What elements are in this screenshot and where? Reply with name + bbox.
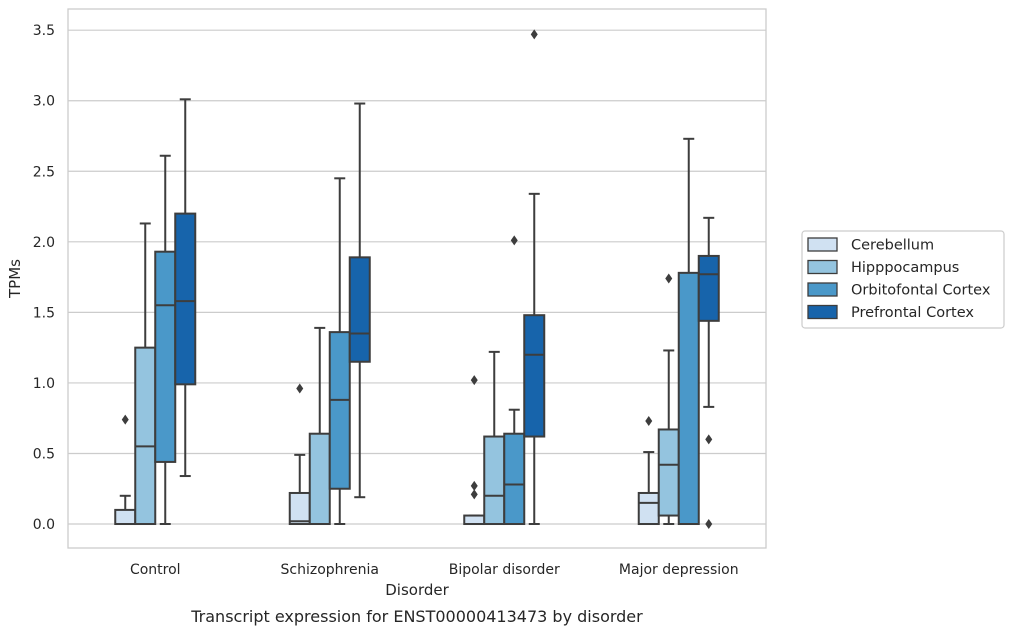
box-iqr xyxy=(288,491,311,526)
box-iqr xyxy=(308,432,331,526)
box-orbitofontal-cortex xyxy=(677,137,700,526)
y-tick-label: 1.5 xyxy=(33,305,55,321)
y-axis-ticks: 0.0 0.5 1.0 1.5 2.0 2.5 3.0 3.5 xyxy=(33,23,55,533)
box-hipppocampus xyxy=(308,326,331,526)
outlier-point xyxy=(705,434,713,445)
legend-swatch xyxy=(807,237,838,252)
box-iqr xyxy=(348,256,371,363)
box-orbitofontal-cortex xyxy=(503,235,526,526)
box-iqr xyxy=(523,314,546,438)
box-iqr xyxy=(483,435,506,526)
box-orbitofontal-cortex xyxy=(328,177,351,526)
y-tick-label: 0.5 xyxy=(33,446,55,462)
box-iqr xyxy=(657,428,680,517)
legend-swatch xyxy=(807,259,838,275)
outlier-point xyxy=(530,29,538,40)
legend-label: Orbitofontal Cortex xyxy=(851,283,991,299)
plot-area-frame xyxy=(67,8,767,549)
box-cerebellum xyxy=(288,383,311,526)
y-tick-label: 3.0 xyxy=(33,94,55,110)
outlier-point xyxy=(470,489,478,500)
y-tick-label: 3.5 xyxy=(33,23,55,39)
box-iqr xyxy=(697,254,720,322)
y-axis-title: TPMs xyxy=(6,259,24,299)
legend: Cerebellum Hipppocampus Orbitofontal Corte… xyxy=(801,230,1005,329)
outlier-point xyxy=(705,519,713,530)
y-tick-label: 1.0 xyxy=(33,376,55,392)
chart-caption: Transcript expression for ENST0000041347… xyxy=(190,607,643,626)
legend-swatch xyxy=(807,282,838,297)
outlier-point xyxy=(470,375,478,386)
box-iqr xyxy=(134,346,157,526)
box-cerebellum xyxy=(463,375,486,526)
box-cerebellum xyxy=(637,416,660,526)
box-prefrontal-cortex xyxy=(523,29,546,526)
box-iqr xyxy=(328,331,351,490)
boxes-group xyxy=(114,29,720,530)
box-iqr xyxy=(503,432,526,526)
x-tick-label: Schizophrenia xyxy=(281,562,379,578)
box-cerebellum xyxy=(114,414,137,526)
x-tick-label: Control xyxy=(130,562,181,578)
box-hipppocampus xyxy=(657,273,680,526)
box-prefrontal-cortex xyxy=(348,102,371,499)
y-tick-label: 2.0 xyxy=(33,235,55,251)
legend-label: Prefrontal Cortex xyxy=(851,305,974,321)
box-orbitofontal-cortex xyxy=(154,154,177,526)
legend-swatch xyxy=(807,304,838,320)
legend-frame xyxy=(801,230,1005,329)
box-iqr xyxy=(463,514,486,526)
outlier-point xyxy=(296,383,304,394)
box-iqr xyxy=(174,212,197,386)
outlier-point xyxy=(121,414,129,425)
box-iqr xyxy=(677,271,700,526)
x-axis-ticks: Control Schizophrenia Bipolar disorder Majo… xyxy=(130,562,739,578)
x-tick-label: Bipolar disorder xyxy=(449,562,560,578)
outlier-point xyxy=(510,235,518,246)
outlier-point xyxy=(665,273,673,284)
outlier-point xyxy=(470,480,478,491)
x-tick-label: Major depression xyxy=(619,562,739,578)
legend-label: Cerebellum xyxy=(851,238,934,254)
box-iqr xyxy=(637,491,660,526)
box-prefrontal-cortex xyxy=(697,216,720,530)
y-tick-label: 0.0 xyxy=(33,517,55,533)
x-axis-title: Disorder xyxy=(385,581,449,599)
box-hipppocampus xyxy=(483,350,506,526)
box-iqr xyxy=(114,508,137,526)
box-hipppocampus xyxy=(134,222,157,526)
y-tick-label: 2.5 xyxy=(33,164,55,180)
legend-label: Hipppocampus xyxy=(851,260,959,276)
box-iqr xyxy=(154,250,177,463)
box-prefrontal-cortex xyxy=(174,98,197,478)
outlier-point xyxy=(645,416,653,427)
